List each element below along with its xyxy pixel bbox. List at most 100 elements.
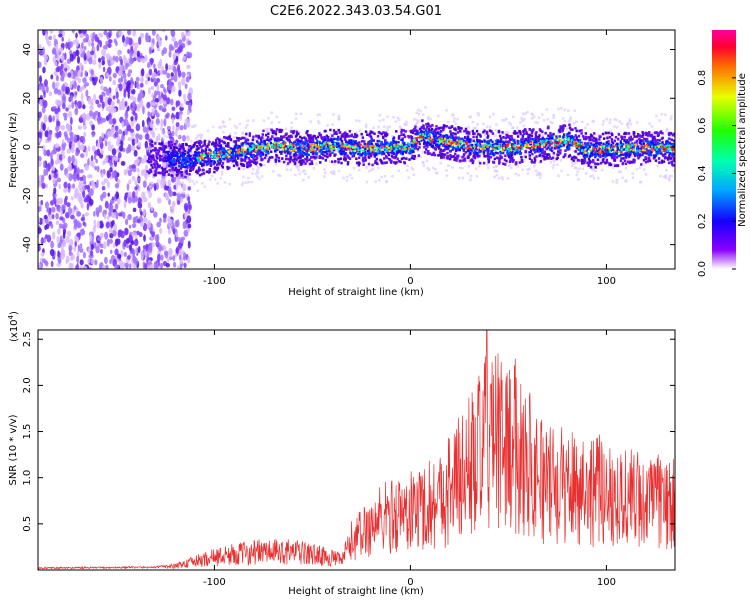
spectrogram-cell — [536, 171, 540, 175]
spectrogram-cell — [72, 183, 76, 189]
spectrogram-cell — [653, 155, 657, 159]
spectrogram-cell — [531, 113, 534, 117]
spectrogram-cell — [78, 30, 82, 34]
spectrogram-cell — [52, 115, 55, 122]
spectrogram-cell — [401, 138, 404, 142]
spectrogram-cell — [396, 157, 399, 161]
spectrogram-cell — [592, 164, 596, 168]
spectrogram-cell — [66, 137, 71, 143]
spectrogram-cell — [439, 148, 443, 151]
spectrogram-cell — [264, 133, 268, 137]
spectrogram-cell — [568, 123, 571, 127]
spectrogram-cell — [332, 152, 335, 155]
spectrogram-cell — [402, 133, 406, 137]
spectrogram-cell — [147, 219, 152, 229]
spectrogram-cell — [371, 167, 375, 171]
spectrogram-cell — [171, 161, 174, 165]
spectrogram-cell — [42, 66, 46, 74]
spectrogram-cell — [477, 160, 481, 163]
spectrogram-cell — [344, 140, 348, 143]
spectrogram-cell — [164, 145, 168, 149]
spectrogram-cell — [310, 160, 313, 163]
spectrogram-cell — [364, 130, 368, 134]
spectrogram-cell — [629, 156, 633, 159]
spectrogram-cell — [181, 71, 186, 79]
spectrogram-cell — [138, 134, 143, 141]
spectrogram-cell — [644, 157, 648, 161]
spectrogram-cell — [171, 200, 176, 208]
spectrogram-cell — [512, 131, 516, 135]
spectrogram-cell — [256, 156, 259, 159]
spectrogram-cell — [194, 124, 197, 127]
spectrogram-cell — [60, 63, 64, 70]
spectrogram-cell — [410, 130, 413, 134]
spectrogram-cell — [121, 120, 125, 128]
spectrogram-cell — [427, 122, 430, 126]
spectrogram-cell — [459, 155, 462, 159]
spectrogram-cell — [250, 160, 254, 163]
spectrogram-cell — [218, 161, 221, 165]
spectrogram-cell — [533, 115, 536, 118]
spectrogram-cell — [314, 137, 318, 140]
spectrogram-cell — [540, 150, 543, 153]
spectrogram-cell — [169, 148, 172, 152]
spectrogram-cell — [64, 52, 67, 60]
spectrogram-cell — [520, 138, 523, 141]
spectrogram-cell — [610, 138, 614, 141]
spectrogram-cell — [129, 263, 132, 269]
spectrogram-cell — [610, 140, 614, 144]
spectrogram-cell — [125, 84, 131, 93]
spectrogram-cell — [461, 155, 464, 159]
spectrogram-cell — [180, 31, 185, 38]
spectrogram-cell — [105, 53, 111, 60]
spectrogram-cell — [446, 157, 449, 160]
spectrogram-cell — [159, 217, 162, 224]
spectrogram-cell — [176, 200, 181, 205]
spectrogram-cell — [344, 159, 347, 162]
spectrogram-cell — [580, 137, 583, 141]
spectrogram-cell — [160, 171, 164, 175]
spectrogram-cell — [95, 245, 100, 254]
spectrogram-cell — [79, 144, 85, 151]
spectrogram-cell — [243, 159, 247, 163]
spectrogram-cell — [146, 190, 150, 194]
spectrogram-cell — [364, 123, 368, 127]
spectrogram-cell — [584, 172, 588, 175]
spectrogram-cell — [174, 166, 178, 170]
spectrogram-cell — [572, 150, 576, 153]
spectrogram-cell — [478, 133, 482, 137]
spectrogram-cell — [617, 133, 621, 136]
spectrogram-cell — [211, 175, 214, 178]
spectrogram-cell — [457, 125, 460, 129]
spectrogram-cell — [628, 154, 631, 157]
spectrogram-cell — [188, 203, 192, 211]
spectrogram-cell — [488, 125, 492, 129]
spectrogram-cell — [73, 246, 77, 252]
spectrogram-cell — [575, 156, 578, 160]
spectrogram-cell — [230, 155, 233, 159]
spectrogram-cell — [45, 85, 49, 94]
spectrogram-cell — [348, 134, 351, 138]
spectrogram-cell — [616, 137, 620, 141]
spectrogram-cell — [326, 155, 329, 159]
spectrogram-cell — [531, 129, 534, 133]
spectrogram-cell — [518, 161, 522, 164]
spectrogram-cell — [127, 214, 132, 221]
spectrogram-cell — [422, 138, 425, 142]
spectrogram-cell — [271, 135, 274, 138]
spectrogram-cell — [441, 152, 444, 156]
spectrogram-cell — [48, 132, 52, 141]
spectrogram-cell — [127, 72, 131, 77]
spectrogram-cell — [449, 157, 452, 161]
spectrogram-cell — [422, 125, 425, 129]
spectrogram-cell — [383, 174, 387, 178]
spectrogram-cell — [221, 137, 224, 141]
spectrogram-cell — [405, 120, 408, 124]
spectrogram-cell — [623, 141, 626, 144]
spectrogram-cell — [599, 155, 602, 159]
spectrogram-cell — [269, 137, 272, 141]
spectrogram-cell — [499, 161, 503, 164]
spectrogram-cell — [272, 170, 275, 173]
spectrogram-cell — [104, 200, 109, 209]
spectrogram-cell — [200, 149, 204, 152]
